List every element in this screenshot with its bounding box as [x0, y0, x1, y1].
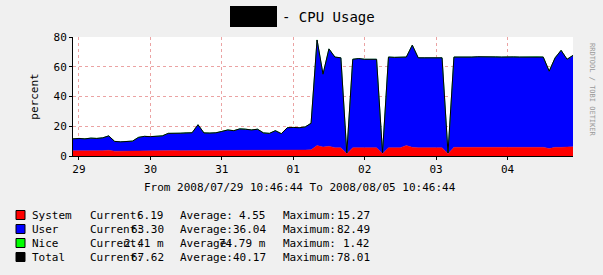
svg-text:78.01: 78.01 — [337, 251, 370, 264]
svg-text:15.27: 15.27 — [337, 209, 370, 222]
svg-text:63.30: 63.30 — [131, 223, 164, 236]
svg-text:User: User — [32, 223, 59, 236]
svg-text:Nice: Nice — [32, 237, 59, 250]
svg-text:Average:: Average: — [180, 251, 233, 264]
svg-text:RRDTOOL / TOBI OETIKER: RRDTOOL / TOBI OETIKER — [588, 43, 596, 137]
svg-text:0: 0 — [60, 150, 67, 163]
svg-text:- CPU Usage: - CPU Usage — [282, 9, 375, 25]
svg-text:20: 20 — [54, 120, 67, 133]
svg-text:Current:: Current: — [90, 223, 143, 236]
svg-text:40.17: 40.17 — [233, 251, 266, 264]
svg-text:percent: percent — [28, 73, 41, 119]
svg-text:74.79 m: 74.79 m — [219, 237, 266, 250]
svg-text:Maximum:: Maximum: — [283, 251, 336, 264]
svg-text:82.49: 82.49 — [337, 223, 370, 236]
svg-text:1.42: 1.42 — [343, 237, 370, 250]
svg-text:30: 30 — [144, 163, 157, 176]
svg-text:From 2008/07/29 10:46:44 To 20: From 2008/07/29 10:46:44 To 2008/08/05 1… — [144, 181, 456, 194]
svg-text:36.04: 36.04 — [233, 223, 266, 236]
svg-text:67.62: 67.62 — [131, 251, 164, 264]
svg-text:Current:: Current: — [90, 237, 143, 250]
svg-text:2.41 m: 2.41 m — [124, 237, 164, 250]
svg-text:03: 03 — [429, 163, 442, 176]
svg-text:Average:: Average: — [180, 223, 233, 236]
svg-text:System: System — [32, 209, 72, 222]
svg-text:31: 31 — [215, 163, 228, 176]
svg-text:4.55: 4.55 — [239, 209, 266, 222]
svg-text:Current:: Current: — [90, 209, 143, 222]
svg-text:Total: Total — [32, 251, 65, 264]
svg-text:80: 80 — [54, 31, 67, 44]
svg-text:02: 02 — [358, 163, 371, 176]
svg-text:Maximum:: Maximum: — [283, 209, 336, 222]
svg-text:Average:: Average: — [180, 237, 233, 250]
svg-text:Average:: Average: — [180, 209, 233, 222]
svg-text:01: 01 — [287, 163, 300, 176]
svg-text:04: 04 — [501, 163, 515, 176]
svg-text:29: 29 — [72, 163, 85, 176]
svg-text:Maximum:: Maximum: — [283, 223, 336, 236]
svg-text:Maximum:: Maximum: — [283, 237, 336, 250]
svg-text:40: 40 — [54, 90, 67, 103]
svg-text:6.19: 6.19 — [137, 209, 164, 222]
svg-text:Current:: Current: — [90, 251, 143, 264]
svg-text:60: 60 — [54, 61, 67, 74]
